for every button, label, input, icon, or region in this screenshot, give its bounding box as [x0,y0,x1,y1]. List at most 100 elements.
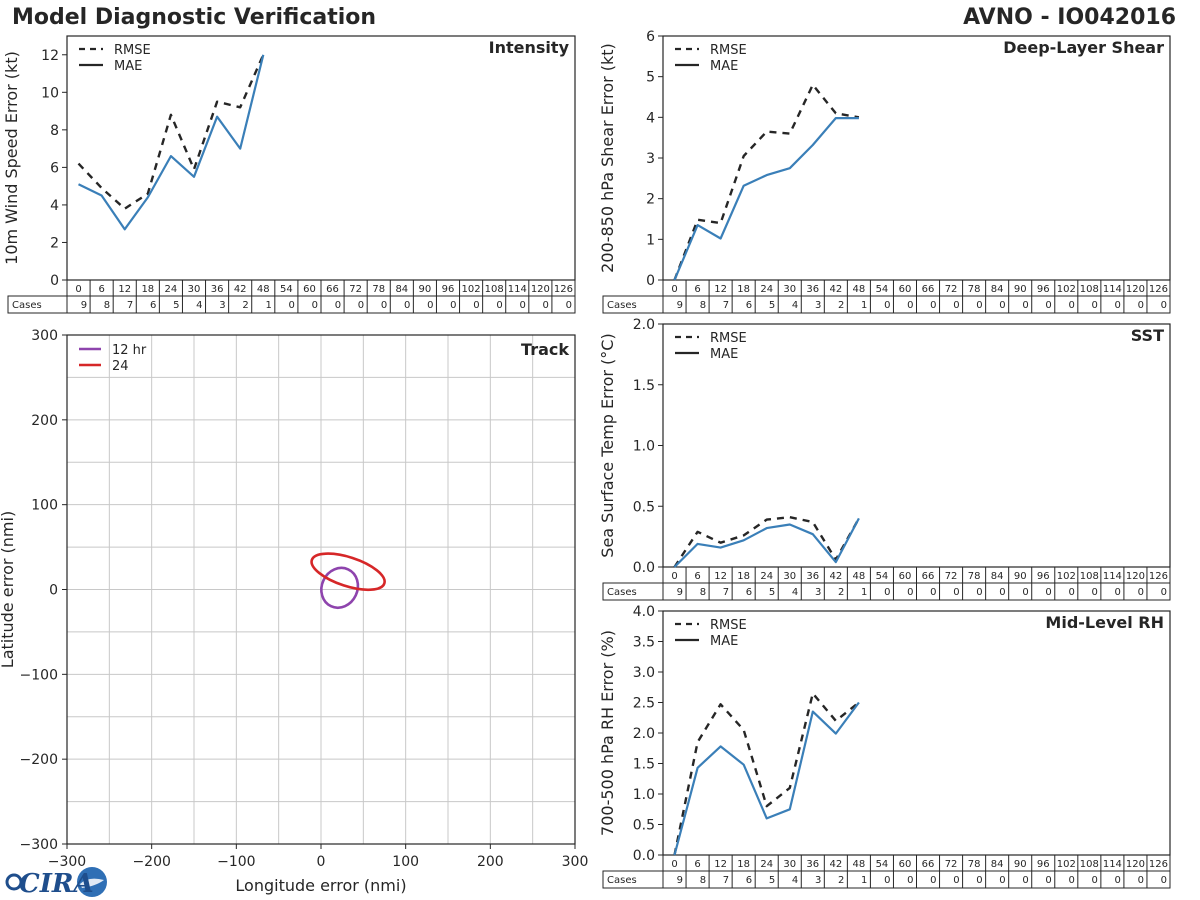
intensity-hour-label: 66 [326,284,339,295]
sst-hour-label: 108 [1080,571,1099,582]
intensity-ylabel: 10m Wind Speed Error (kt) [2,51,21,265]
sst-hour-label: 114 [1103,571,1122,582]
shear-case-count: 0 [1022,300,1028,311]
intensity-hour-label: 0 [75,284,81,295]
shear-case-count: 0 [1091,300,1097,311]
rh-series-mae [673,701,860,856]
shear-case-count: 2 [838,300,844,311]
intensity-series-mae [78,54,265,231]
sst-cases-table: Cases09681271862453043634224815406006607… [602,567,1171,601]
intensity-legend-rmse-label: RMSE [114,43,151,58]
track-xtick-label: 100 [392,854,419,870]
track-ytick-label: 200 [31,413,58,429]
intensity-hour-label: 6 [98,284,104,295]
shear-hour-label: 48 [853,284,866,295]
shear-case-count: 0 [953,300,959,311]
shear-cases-label: Cases [607,300,637,311]
intensity-hour-label: 96 [442,284,455,295]
rh-case-count: 1 [861,875,867,886]
sst-case-count: 3 [815,587,821,598]
shear-title: Deep-Layer Shear [1003,38,1164,57]
shear-ytick-label: 2 [646,192,655,208]
intensity-legend-mae-label: MAE [114,59,142,74]
intensity-ytick-label: 0 [50,273,59,289]
rh-hour-label: 120 [1126,859,1145,870]
intensity-hour-label: 42 [234,284,247,295]
rh-hour-label: 48 [853,859,866,870]
shear-hour-label: 42 [829,284,842,295]
sst-title: SST [1131,326,1164,345]
intensity-ytick-label: 10 [41,85,59,101]
sst-case-count: 2 [838,587,844,598]
rh-hour-label: 96 [1037,859,1050,870]
sst-case-count: 0 [1091,587,1097,598]
shear-series-rmse [673,83,860,281]
intensity-case-count: 1 [265,300,271,311]
rh-hour-label: 72 [945,859,958,870]
rh-title: Mid-Level RH [1045,613,1164,632]
intensity-case-count: 8 [104,300,110,311]
intensity-hour-label: 90 [419,284,432,295]
shear-case-count: 6 [746,300,752,311]
sst-hour-label: 96 [1037,571,1050,582]
sst-ytick-label: 0.5 [633,499,655,515]
shear-hour-label: 72 [945,284,958,295]
sst-hour-label: 78 [968,571,981,582]
rh-case-count: 5 [769,875,775,886]
shear-case-count: 0 [907,300,913,311]
rh-hour-label: 102 [1057,859,1076,870]
shear-case-count: 3 [815,300,821,311]
sst-case-count: 9 [677,587,683,598]
shear-hour-label: 18 [737,284,750,295]
rh-axes-frame [662,610,1171,856]
sst-hour-label: 6 [694,571,700,582]
sst-hour-label: 126 [1149,571,1168,582]
track-ellipse-24hr [310,552,386,592]
intensity-hour-label: 114 [508,284,527,295]
shear-hour-label: 126 [1149,284,1168,295]
sst-hour-label: 54 [876,571,889,582]
intensity-case-count: 0 [427,300,433,311]
intensity-hour-label: 12 [118,284,131,295]
rh-case-count: 0 [930,875,936,886]
intensity-case-count: 5 [173,300,179,311]
shear-ytick-label: 3 [646,151,655,167]
rh-case-count: 0 [884,875,890,886]
rh-cases-table: Cases09681271862453043634224815406006607… [602,855,1171,889]
rh-hour-label: 36 [806,859,819,870]
shear-ytick-label: 5 [646,70,655,86]
track-xtick-label: 0 [317,854,326,870]
sst-case-count: 0 [976,587,982,598]
shear-case-count: 0 [1115,300,1121,311]
rh-ytick-label: 0.0 [633,848,655,864]
track-ytick-label: 300 [31,328,58,344]
shear-case-count: 9 [677,300,683,311]
intensity-case-count: 9 [81,300,87,311]
rh-ytick-label: 1.0 [633,787,655,803]
rh-case-count: 0 [953,875,959,886]
shear-hour-label: 114 [1103,284,1122,295]
sst-cases-label: Cases [607,587,637,598]
shear-case-count: 0 [999,300,1005,311]
shear-case-count: 1 [861,300,867,311]
intensity-case-count: 0 [473,300,479,311]
sst-hour-label: 66 [922,571,935,582]
rh-case-count: 8 [700,875,706,886]
sst-case-count: 0 [907,587,913,598]
sst-case-count: 0 [999,587,1005,598]
track-ellipse-12hr [320,566,360,609]
sst-case-count: 0 [930,587,936,598]
intensity-hour-label: 60 [303,284,316,295]
rh-hour-label: 54 [876,859,889,870]
intensity-cases-table: Cases09681271862453043634224815406006607… [7,280,576,314]
track-xtick-label: −300 [48,854,86,870]
intensity-hour-label: 102 [462,284,481,295]
shear-hour-label: 102 [1057,284,1076,295]
rh-case-count: 0 [1068,875,1074,886]
rh-case-count: 7 [723,875,729,886]
rh-hour-label: 84 [991,859,1004,870]
rh-hour-label: 126 [1149,859,1168,870]
